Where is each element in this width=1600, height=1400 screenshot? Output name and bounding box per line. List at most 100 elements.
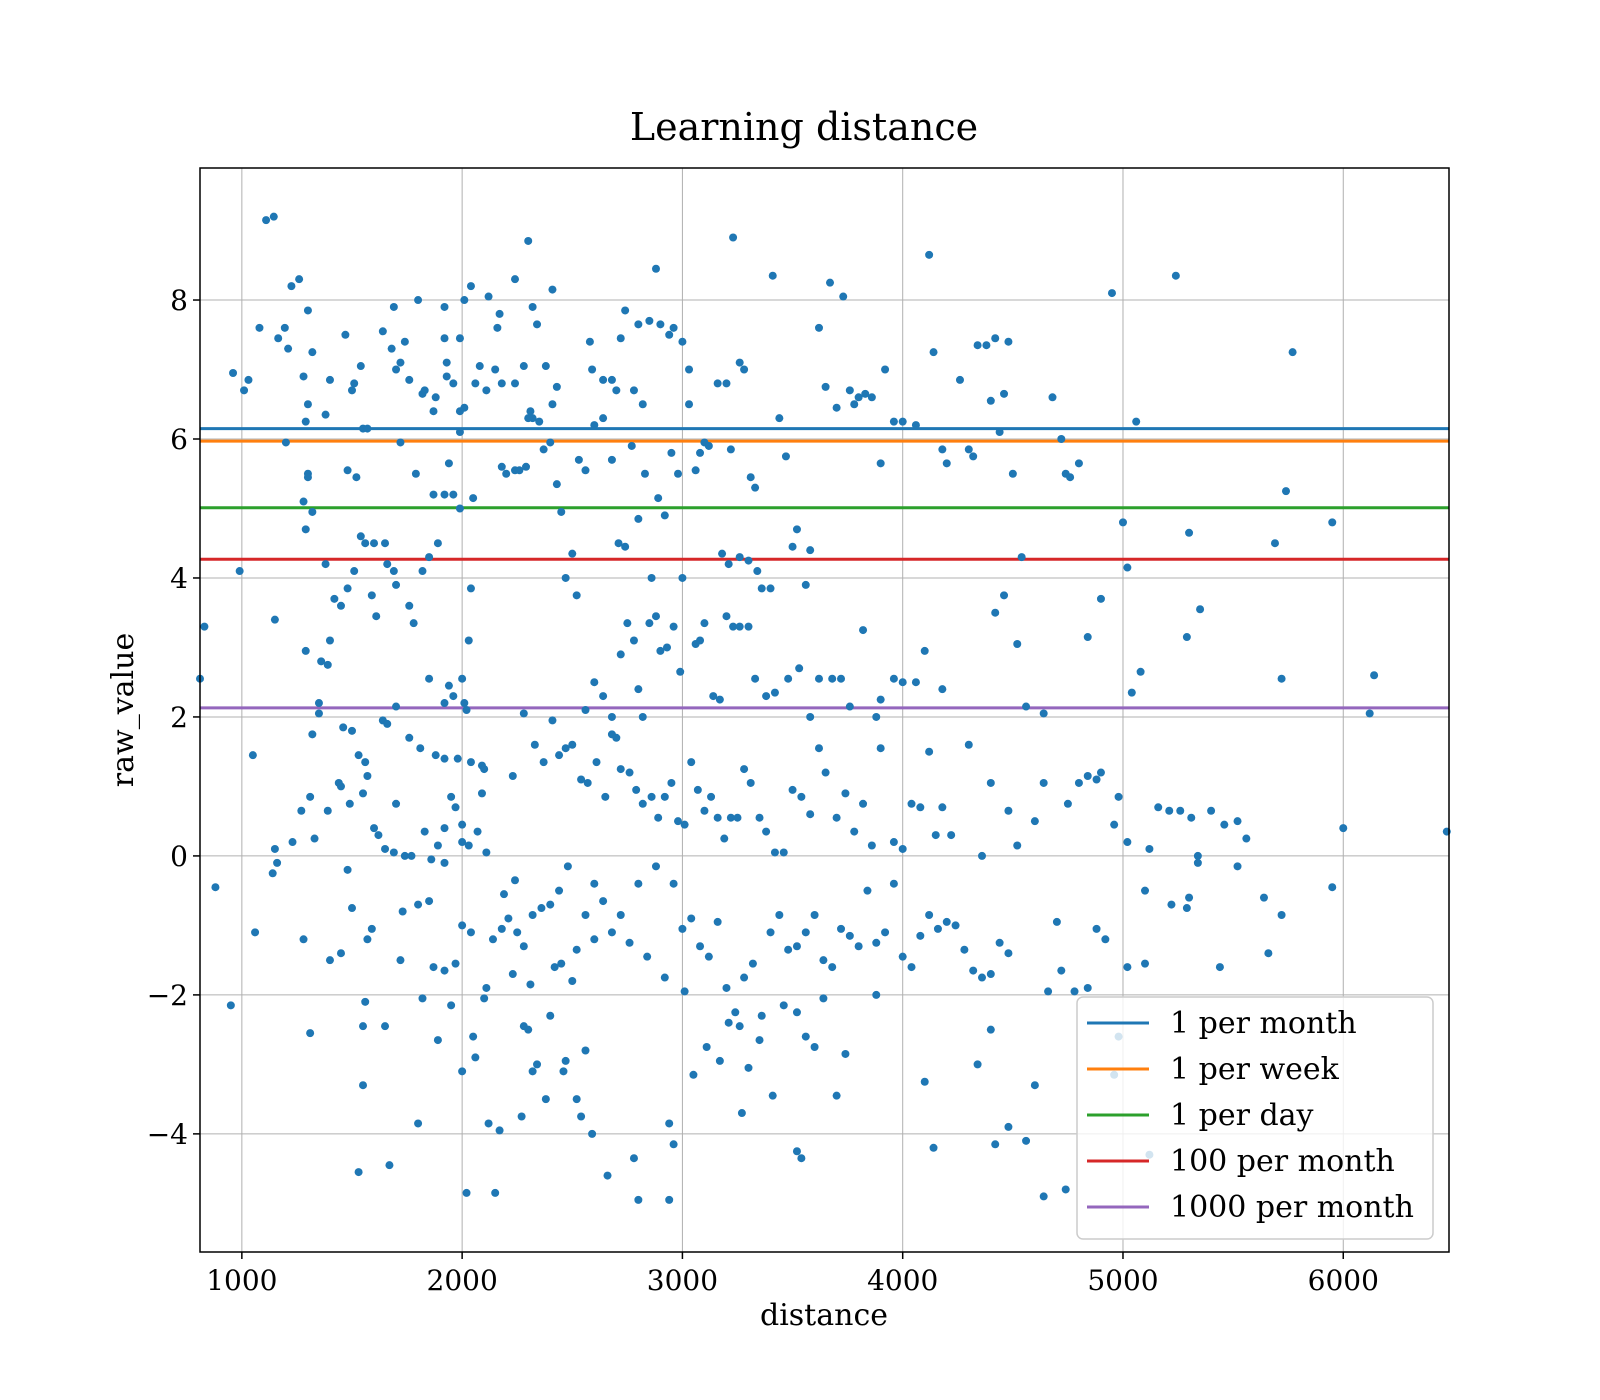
data-point (757, 1011, 766, 1020)
data-point (1022, 1136, 1031, 1145)
data-point (418, 994, 427, 1003)
data-point (414, 900, 423, 909)
data-point (731, 1008, 740, 1017)
data-point (1185, 528, 1194, 537)
data-point (881, 928, 890, 937)
data-point (240, 386, 249, 395)
data-point (969, 966, 978, 975)
data-point (700, 806, 709, 815)
data-point (440, 490, 449, 499)
data-point (991, 334, 1000, 343)
data-point (396, 438, 405, 447)
data-point (845, 702, 854, 711)
x-tick-label: 3000 (647, 1264, 718, 1297)
data-point (599, 692, 608, 701)
y-tick-label: 0 (170, 840, 188, 873)
data-point (797, 792, 806, 801)
data-point (420, 386, 429, 395)
data-point (440, 334, 449, 343)
data-point (288, 838, 297, 847)
data-point (925, 747, 934, 756)
data-point (907, 963, 916, 972)
data-point (1281, 487, 1290, 496)
data-point (541, 362, 550, 371)
data-point (449, 379, 458, 388)
data-point (495, 309, 504, 318)
data-point (458, 674, 467, 683)
data-point (1182, 904, 1191, 913)
data-point (832, 813, 841, 822)
data-point (1101, 935, 1110, 944)
data-point (766, 584, 775, 593)
data-point (995, 428, 1004, 437)
data-point (1110, 820, 1119, 829)
data-point (995, 938, 1004, 947)
y-tick-label: 6 (170, 423, 188, 456)
data-point (1063, 799, 1072, 808)
data-point (792, 525, 801, 534)
data-point (460, 296, 469, 305)
data-point (339, 723, 348, 732)
data-point (898, 417, 907, 426)
data-point (674, 817, 683, 826)
data-point (607, 455, 616, 464)
data-point (354, 751, 363, 760)
data-point (325, 375, 334, 384)
data-point (308, 730, 317, 739)
data-point (519, 362, 528, 371)
data-point (801, 928, 810, 937)
data-point (715, 695, 724, 704)
data-point (775, 414, 784, 423)
data-point (876, 695, 885, 704)
data-point (916, 803, 925, 812)
data-point (920, 646, 929, 655)
data-point (702, 1043, 711, 1052)
data-point (504, 914, 513, 923)
data-point (638, 799, 647, 808)
data-point (768, 271, 777, 280)
data-point (555, 751, 564, 760)
data-point (1057, 966, 1066, 975)
data-point (1328, 883, 1337, 892)
data-point (581, 466, 590, 475)
data-point (455, 504, 464, 513)
data-point (590, 879, 599, 888)
data-point (303, 400, 312, 409)
data-point (704, 441, 713, 450)
data-point (1096, 768, 1105, 777)
data-point (269, 212, 278, 221)
data-point (680, 987, 689, 996)
data-point (806, 810, 815, 819)
y-tick-label: 8 (170, 284, 188, 317)
data-point (361, 758, 370, 767)
data-point (484, 1119, 493, 1128)
data-point (440, 858, 449, 867)
data-point (599, 897, 608, 906)
data-point (557, 507, 566, 516)
data-point (707, 792, 716, 801)
data-point (429, 490, 438, 499)
data-point (334, 778, 343, 787)
chart-title: Learning distance (630, 105, 978, 149)
data-point (599, 375, 608, 384)
data-point (964, 740, 973, 749)
data-point (942, 459, 951, 468)
data-point (832, 1091, 841, 1100)
data-point (336, 601, 345, 610)
data-point (795, 664, 804, 673)
data-point (1270, 539, 1279, 548)
data-point (530, 740, 539, 749)
data-point (1096, 594, 1105, 603)
x-axis-label: distance (760, 1298, 888, 1333)
data-point (1193, 858, 1202, 867)
data-point (511, 379, 520, 388)
data-point (363, 935, 372, 944)
data-point (482, 386, 491, 395)
data-point (577, 775, 586, 784)
data-point (1074, 459, 1083, 468)
data-point (733, 813, 742, 822)
data-point (343, 865, 352, 874)
data-point (555, 886, 564, 895)
data-point (687, 758, 696, 767)
data-point (938, 803, 947, 812)
